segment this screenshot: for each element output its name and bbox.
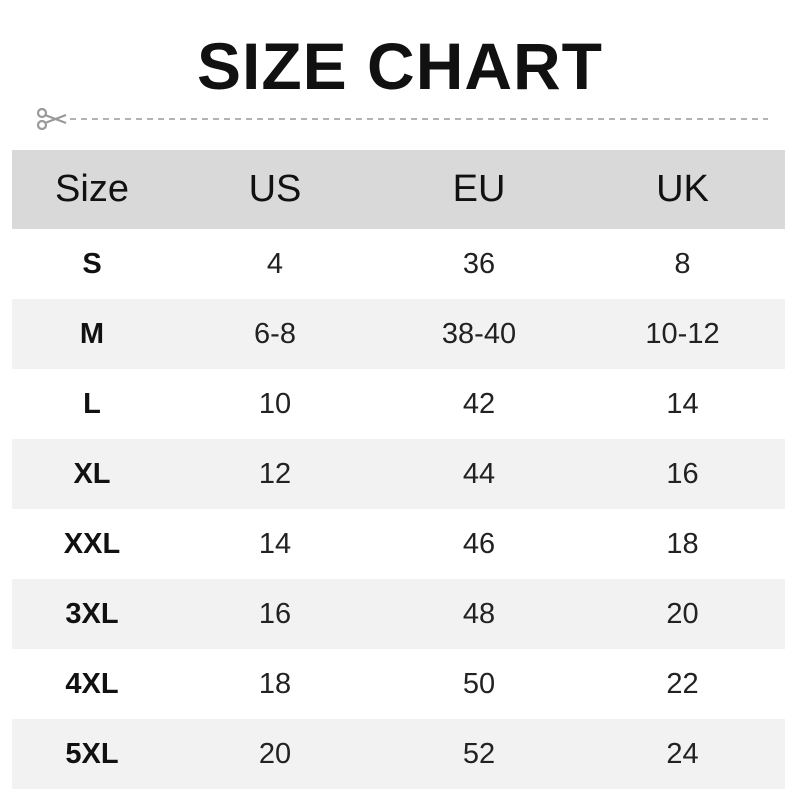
cell-uk: 18 (666, 527, 699, 560)
size-table: Size US EU UK S 4 36 8 M 6-8 38-40 10-12 L 10 42 14… (12, 150, 785, 789)
cell-us: 4 (266, 247, 284, 280)
cell-uk: 24 (666, 737, 699, 770)
cell-us: 18 (258, 667, 292, 700)
cell-uk: 20 (666, 597, 699, 630)
cell-eu: 46 (462, 527, 496, 560)
cell-us: 14 (258, 527, 292, 560)
table-header-row: Size US EU UK (12, 150, 785, 229)
cell-size: 4XL (65, 667, 119, 700)
cell-us: 6-8 (254, 317, 296, 350)
cell-size: M (79, 317, 105, 350)
cell-uk: 8 (674, 247, 691, 280)
cell-uk: 22 (666, 667, 699, 700)
cell-uk: 16 (666, 457, 699, 490)
cut-line (36, 108, 768, 130)
cell-us: 12 (258, 457, 292, 490)
table-row: XXL 14 46 18 (12, 509, 785, 579)
cell-eu: 38-40 (441, 317, 517, 350)
cell-uk: 14 (666, 387, 699, 420)
table-row: L 10 42 14 (12, 369, 785, 439)
cell-size: XXL (63, 527, 121, 560)
table-row: XL 12 44 16 (12, 439, 785, 509)
table-row: S 4 36 8 (12, 229, 785, 299)
scissors-icon (36, 108, 67, 130)
cell-uk: 10-12 (645, 317, 720, 350)
cell-us: 16 (258, 597, 292, 630)
column-header-size: Size (55, 168, 129, 210)
cell-size: 3XL (65, 597, 119, 630)
cell-eu: 50 (462, 667, 496, 700)
cell-us: 10 (258, 387, 292, 420)
cell-size: S (82, 247, 102, 280)
page-title: SIZE CHART (197, 29, 603, 103)
table-row: 3XL 16 48 20 (12, 579, 785, 649)
cell-eu: 44 (462, 457, 496, 490)
table-row: M 6-8 38-40 10-12 (12, 299, 785, 369)
cell-size: L (83, 387, 101, 420)
cell-eu: 42 (462, 387, 496, 420)
cell-us: 20 (258, 737, 292, 770)
column-header-uk: UK (656, 168, 709, 210)
cell-eu: 52 (462, 737, 496, 770)
column-header-eu: EU (452, 168, 506, 210)
cell-eu: 36 (462, 247, 496, 280)
cell-size: 5XL (65, 737, 119, 770)
column-header-us: US (248, 168, 302, 210)
table-row: 5XL 20 52 24 (12, 719, 785, 789)
cell-eu: 48 (462, 597, 496, 630)
cell-size: XL (73, 457, 111, 490)
table-row: 4XL 18 50 22 (12, 649, 785, 719)
